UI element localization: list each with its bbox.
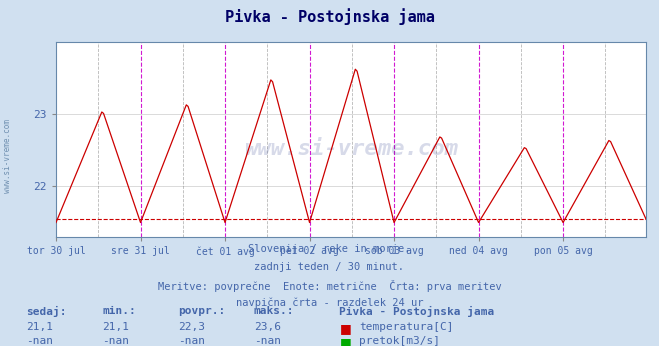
Text: www.si-vreme.com: www.si-vreme.com (244, 139, 458, 159)
Text: min.:: min.: (102, 306, 136, 316)
Text: ■: ■ (339, 322, 351, 336)
Text: Slovenija / reke in morje.: Slovenija / reke in morje. (248, 244, 411, 254)
Text: -nan: -nan (178, 336, 205, 346)
Text: temperatura[C]: temperatura[C] (359, 322, 453, 333)
Text: 21,1: 21,1 (26, 322, 53, 333)
Text: maks.:: maks.: (254, 306, 294, 316)
Text: 22,3: 22,3 (178, 322, 205, 333)
Text: -nan: -nan (26, 336, 53, 346)
Text: povpr.:: povpr.: (178, 306, 225, 316)
Text: pretok[m3/s]: pretok[m3/s] (359, 336, 440, 346)
Text: Pivka - Postojnska jama: Pivka - Postojnska jama (339, 306, 495, 317)
Text: Pivka - Postojnska jama: Pivka - Postojnska jama (225, 9, 434, 26)
Text: -nan: -nan (254, 336, 281, 346)
Text: ■: ■ (339, 336, 351, 346)
Text: zadnji teden / 30 minut.: zadnji teden / 30 minut. (254, 262, 405, 272)
Text: sedaj:: sedaj: (26, 306, 67, 317)
Text: 21,1: 21,1 (102, 322, 129, 333)
Text: navpična črta - razdelek 24 ur: navpična črta - razdelek 24 ur (236, 298, 423, 308)
Text: www.si-vreme.com: www.si-vreme.com (3, 119, 13, 193)
Text: Meritve: povprečne  Enote: metrične  Črta: prva meritev: Meritve: povprečne Enote: metrične Črta:… (158, 280, 501, 292)
Text: -nan: -nan (102, 336, 129, 346)
Text: 23,6: 23,6 (254, 322, 281, 333)
